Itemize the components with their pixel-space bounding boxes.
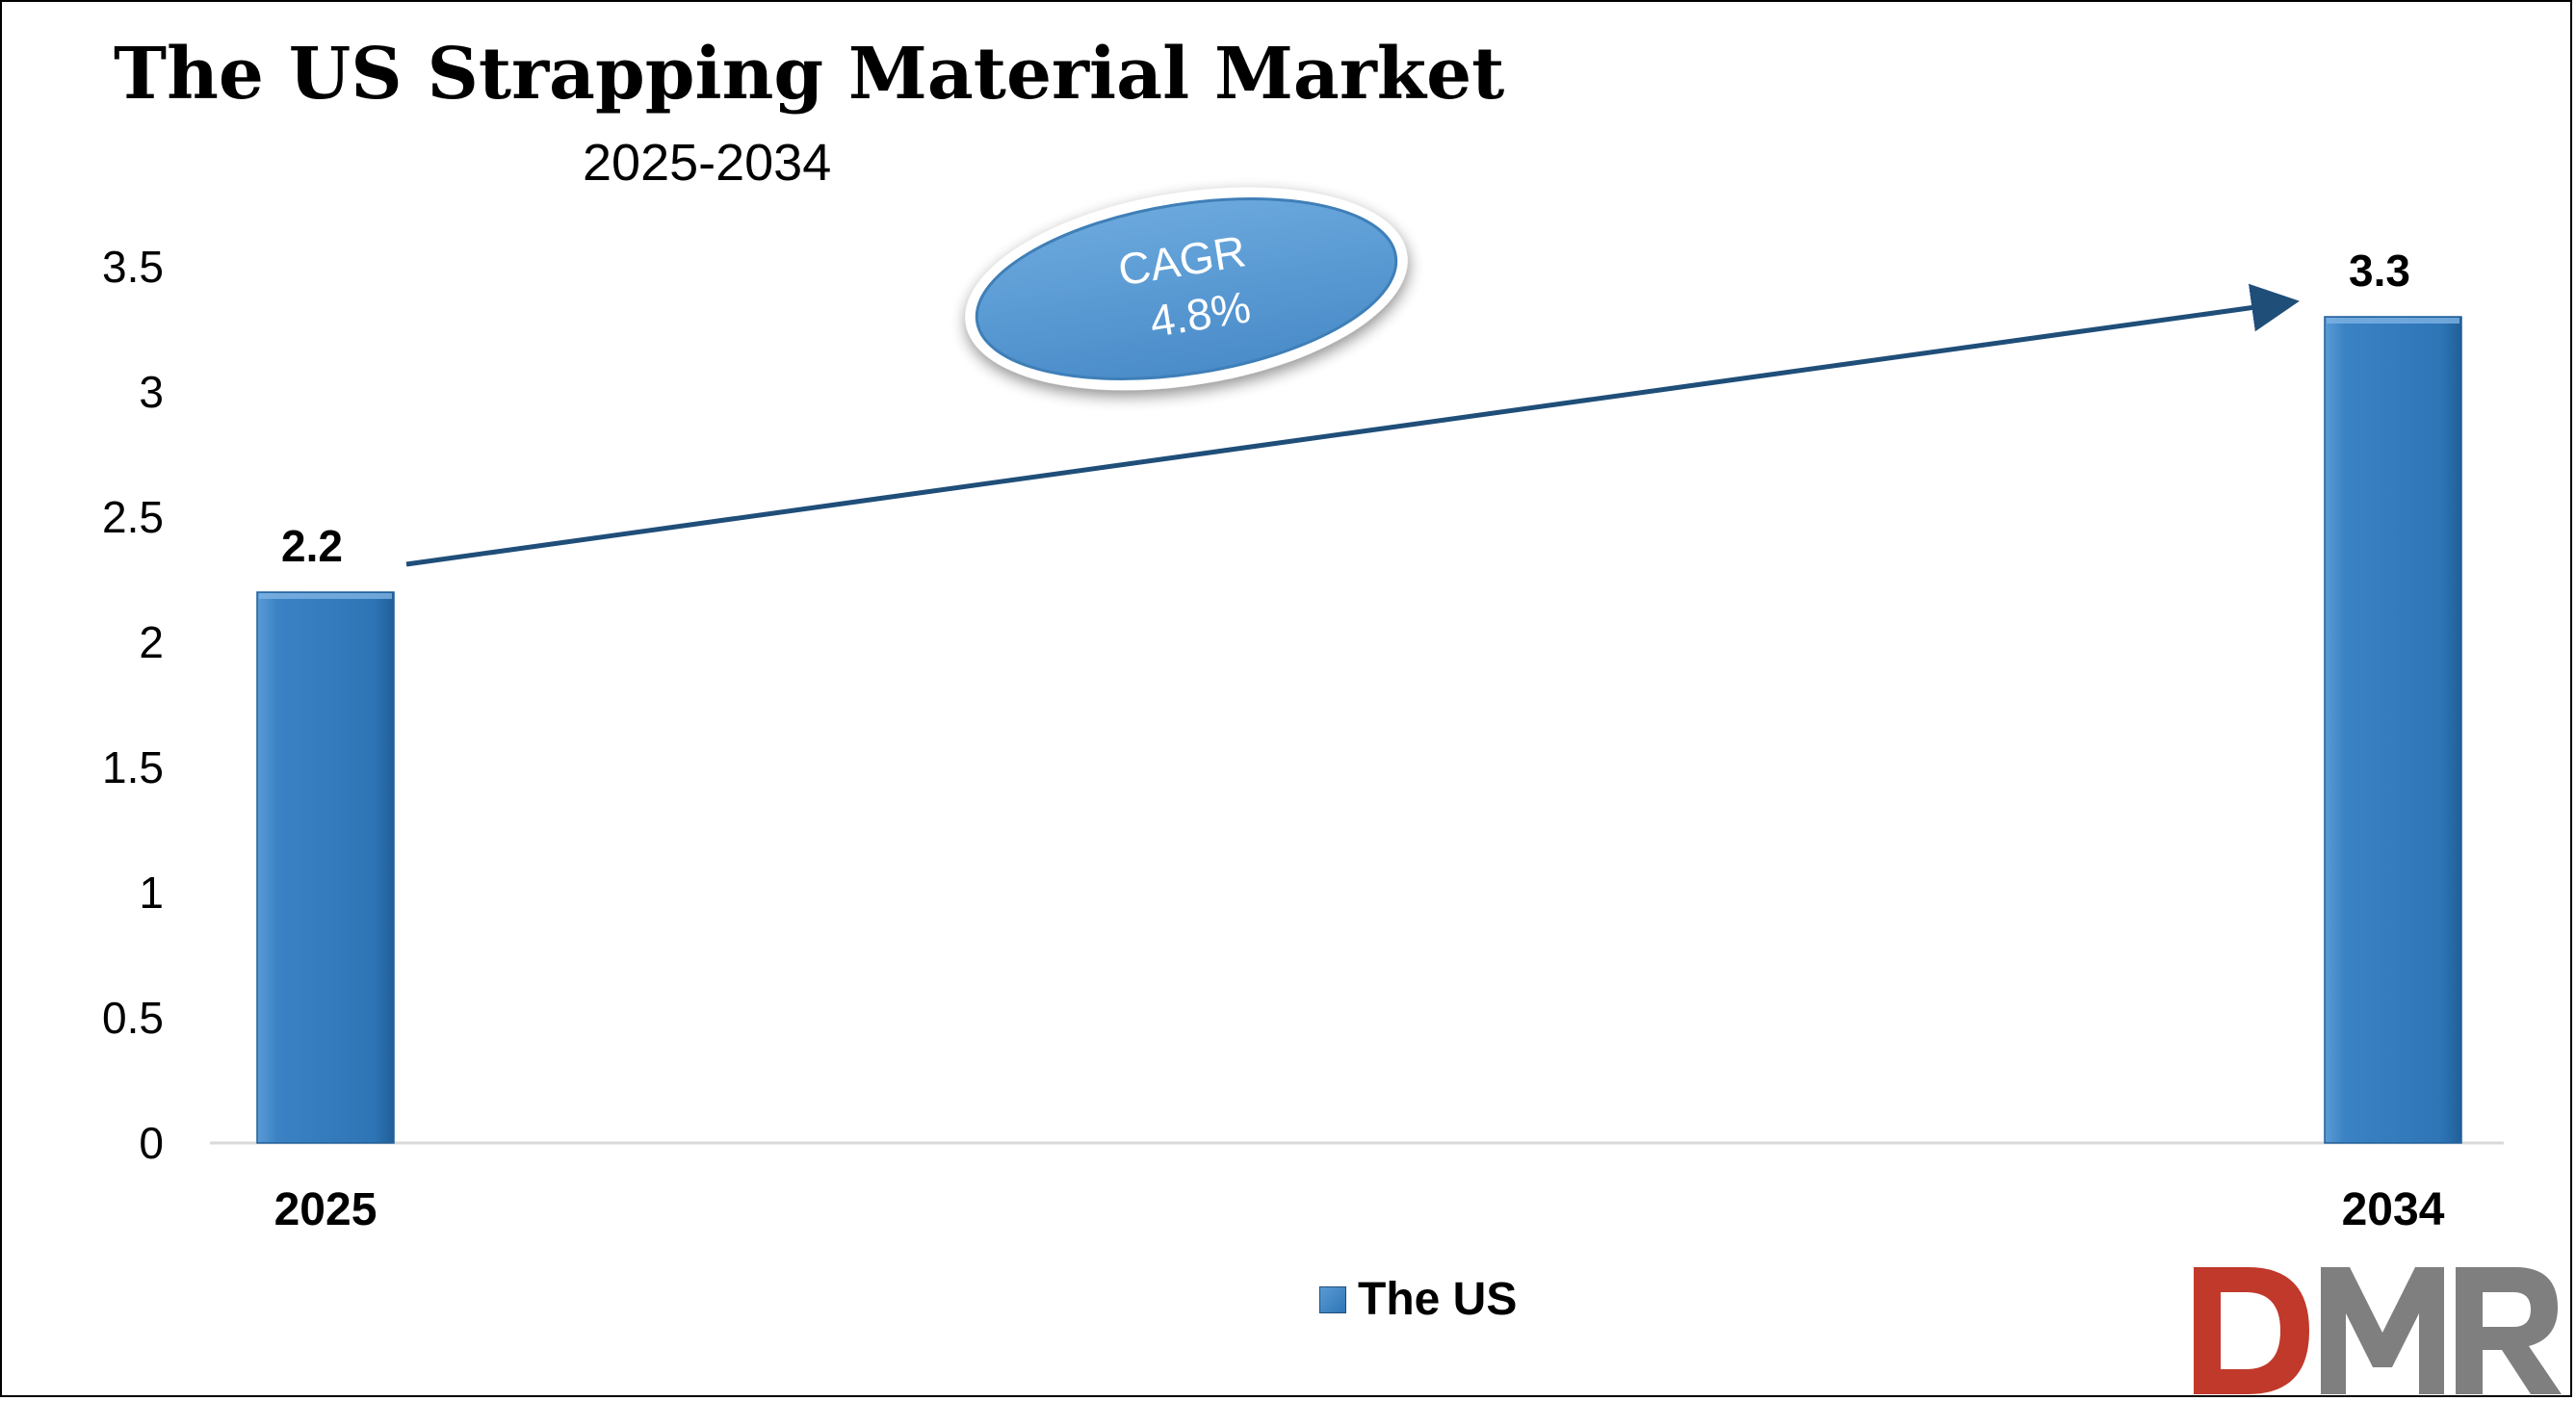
logo-mark <box>2194 1267 2562 1394</box>
y-tick-label: 2 <box>139 617 164 667</box>
data-label: 2.2 <box>281 521 343 571</box>
bar-highlight <box>2327 318 2459 324</box>
legend-swatch <box>1319 1285 1346 1313</box>
y-tick-label: 0 <box>139 1118 164 1168</box>
y-axis: 0 0.5 1 1.5 2 2.5 3 3.5 <box>102 242 164 1168</box>
y-tick-label: 1 <box>139 868 164 918</box>
dmr-logo <box>2194 1267 2562 1394</box>
chart-subtitle: 2025-2034 <box>583 134 832 192</box>
y-tick-label: 0.5 <box>102 993 164 1043</box>
y-tick-label: 3.5 <box>102 242 164 292</box>
y-tick-label: 1.5 <box>102 742 164 792</box>
bar-highlight <box>259 593 392 599</box>
data-label: 3.3 <box>2349 246 2410 296</box>
y-tick-label: 3 <box>139 367 164 417</box>
data-labels: 2.2 3.3 <box>281 246 2410 571</box>
x-axis: 2025 2034 <box>210 1141 2504 1235</box>
x-tick-label: 2034 <box>2342 1184 2445 1235</box>
bar <box>2324 316 2462 1144</box>
cagr-ellipse <box>975 197 1398 380</box>
trend-arrow <box>405 283 2300 567</box>
legend-label: The US <box>1358 1274 1518 1325</box>
trend-line <box>405 283 2300 567</box>
x-tick-label: 2025 <box>274 1184 377 1235</box>
bar <box>256 591 395 1144</box>
y-tick-label: 2.5 <box>102 492 164 542</box>
bars <box>256 316 2462 1144</box>
chart-title: The US Strapping Material Market <box>114 33 1505 116</box>
legend: The US <box>1319 1273 1517 1326</box>
